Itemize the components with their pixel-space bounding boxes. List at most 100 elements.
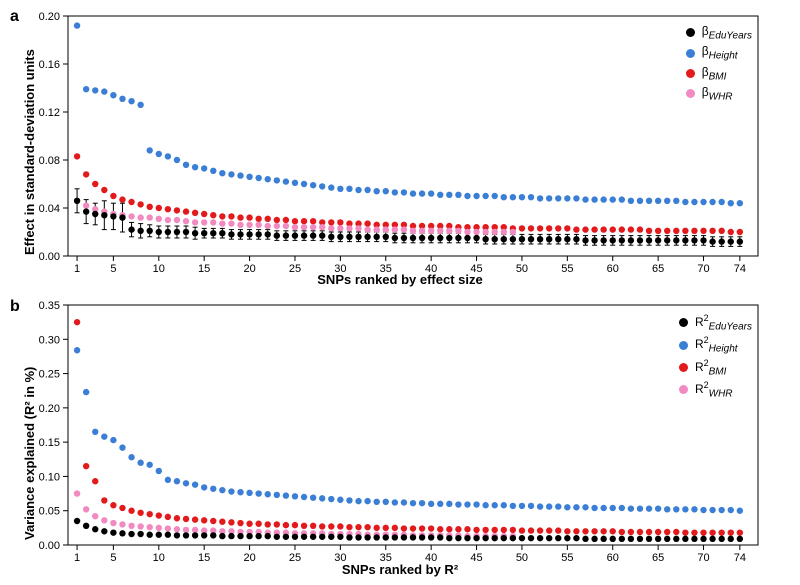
data-point <box>265 223 271 229</box>
legend-item-height: R2Height <box>679 335 752 354</box>
data-point <box>637 505 643 511</box>
data-point <box>455 526 461 532</box>
data-point <box>655 198 661 204</box>
data-point <box>501 527 507 533</box>
data-point <box>255 490 261 496</box>
data-point <box>292 232 298 238</box>
data-point <box>646 237 652 243</box>
data-point <box>437 228 443 234</box>
data-point <box>165 217 171 223</box>
data-point <box>156 229 162 235</box>
data-point <box>110 502 116 508</box>
panel-a-letter: a <box>10 8 19 26</box>
data-point <box>101 88 107 94</box>
data-point <box>437 235 443 241</box>
data-point <box>192 481 198 487</box>
data-point <box>219 170 225 176</box>
data-point <box>728 529 734 535</box>
data-point <box>591 196 597 202</box>
data-point <box>292 180 298 186</box>
data-point <box>628 198 634 204</box>
data-point <box>101 528 107 534</box>
data-point <box>537 236 543 242</box>
data-point <box>83 506 89 512</box>
data-point <box>482 502 488 508</box>
data-point <box>673 536 679 542</box>
data-point <box>728 229 734 235</box>
panel-a-xlabel: SNPs ranked by effect size <box>0 272 800 287</box>
data-point <box>364 220 370 226</box>
data-point <box>573 195 579 201</box>
data-point <box>709 536 715 542</box>
data-point <box>283 492 289 498</box>
data-point <box>201 484 207 490</box>
data-point <box>274 521 280 527</box>
data-point <box>637 226 643 232</box>
data-point <box>555 225 561 231</box>
legend-label: R2WHR <box>695 380 733 399</box>
data-point <box>265 491 271 497</box>
data-point <box>673 198 679 204</box>
data-point <box>156 468 162 474</box>
data-point <box>546 225 552 231</box>
data-point <box>128 213 134 219</box>
data-point <box>74 22 80 28</box>
data-point <box>255 533 261 539</box>
data-point <box>265 216 271 222</box>
data-point <box>709 238 715 244</box>
svg-text:0.35: 0.35 <box>39 300 60 312</box>
data-point <box>446 235 452 241</box>
data-point <box>619 237 625 243</box>
data-point <box>455 535 461 541</box>
data-point <box>600 226 606 232</box>
legend-item-eduyears: βEduYears <box>686 24 752 41</box>
data-point <box>355 534 361 540</box>
data-point <box>355 234 361 240</box>
data-point <box>74 198 80 204</box>
data-point <box>700 536 706 542</box>
data-point <box>137 460 143 466</box>
data-point <box>283 522 289 528</box>
data-point <box>310 218 316 224</box>
data-point <box>401 235 407 241</box>
data-point <box>246 174 252 180</box>
data-point <box>492 236 498 242</box>
data-point <box>301 494 307 500</box>
data-point <box>682 199 688 205</box>
data-point <box>437 526 443 532</box>
data-point <box>228 171 234 177</box>
data-point <box>646 505 652 511</box>
data-point <box>373 525 379 531</box>
data-point <box>210 219 216 225</box>
legend-label: βBMI <box>702 65 727 82</box>
data-point <box>292 522 298 528</box>
panel-a-ylabel: Effect in standard-deviation units <box>22 49 37 255</box>
data-point <box>501 236 507 242</box>
data-point <box>228 220 234 226</box>
data-point <box>92 181 98 187</box>
panel-b-letter: b <box>10 298 20 316</box>
data-point <box>455 501 461 507</box>
data-point <box>446 535 452 541</box>
data-point <box>228 519 234 525</box>
data-point <box>482 229 488 235</box>
data-point <box>246 222 252 228</box>
data-point <box>546 535 552 541</box>
data-point <box>446 526 452 532</box>
data-point <box>664 198 670 204</box>
data-point <box>246 490 252 496</box>
data-point <box>401 226 407 232</box>
data-point <box>673 506 679 512</box>
data-point <box>392 189 398 195</box>
data-point <box>655 529 661 535</box>
data-point <box>737 529 743 535</box>
data-point <box>709 507 715 513</box>
data-point <box>610 196 616 202</box>
panel-b-xlabel: SNPs ranked by R² <box>0 562 800 577</box>
data-point <box>83 208 89 214</box>
data-point <box>446 501 452 507</box>
data-point <box>555 503 561 509</box>
data-point <box>383 234 389 240</box>
data-point <box>555 195 561 201</box>
data-point <box>237 489 243 495</box>
